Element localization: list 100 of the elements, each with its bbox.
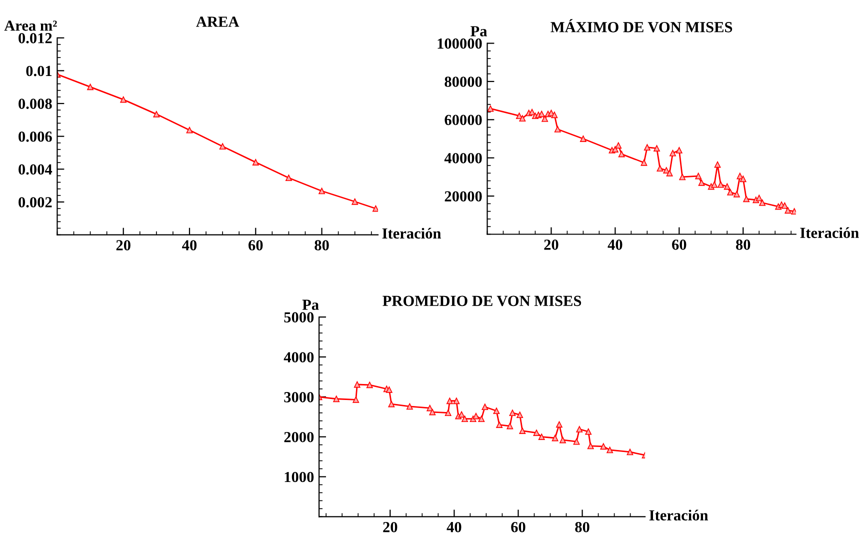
point [538,110,545,118]
point [252,159,259,166]
point [743,196,750,202]
point [426,404,434,412]
y-tick-label: 0.004 [18,164,52,175]
y-tick-label: 80000 [444,76,482,87]
point [756,194,762,202]
point [153,110,160,118]
y-tick-label: 0.006 [18,131,52,142]
point [453,398,460,404]
point [506,422,514,430]
point [478,416,485,422]
point [782,202,788,209]
point [615,142,622,149]
y-tick-label: 1000 [284,472,314,482]
point [618,150,625,158]
point [444,410,452,416]
point [354,381,360,388]
point [740,176,746,182]
point [551,112,558,118]
point [656,165,664,172]
point [784,207,792,214]
point [286,174,292,182]
point [727,189,734,196]
y-tick-label: 40000 [444,153,482,164]
x-tick-label: 40 [446,522,462,532]
point [372,205,378,212]
point [587,442,594,450]
point [606,446,614,454]
point [388,400,395,408]
y-tick-label: 0.01 [26,66,52,76]
point [718,181,724,188]
x-tick-label: 20 [383,522,398,532]
x-axis-title: Iteración [649,510,708,520]
y-tick-label: 20000 [444,191,482,202]
point [352,198,358,205]
x-tick-label: 80 [736,240,750,250]
point [516,112,522,120]
point [429,408,436,416]
point [724,183,730,190]
point [519,115,526,122]
point [626,448,634,456]
y-axis-title: Area m² [4,20,57,31]
point [711,181,718,188]
point [186,126,193,134]
point [87,84,94,90]
chart-title: PROMEDIO DE VON MISES [382,296,582,306]
point [556,421,562,428]
point [542,116,548,122]
y-axis-title: Pa [470,26,488,36]
y-tick-label: 60000 [444,114,482,126]
point [554,126,561,132]
y-axis-title: Pa [302,300,319,310]
point [576,426,583,432]
point [695,172,702,180]
point [560,436,566,444]
x-axis-title: Iteración [382,228,441,239]
y-tick-label: 2000 [284,432,314,442]
point [654,145,660,152]
x-tick-label: 60 [248,240,263,250]
y-tick-label: 0.008 [18,98,52,110]
point [333,396,340,402]
point [406,403,413,410]
point [698,179,705,186]
y-tick-label: 100000 [438,38,482,49]
point [670,150,676,156]
point [612,146,618,152]
chart-title: AREA [196,16,240,27]
point [600,443,607,450]
x-tick-label: 20 [544,240,558,250]
point [352,396,360,403]
point [318,188,325,194]
point [734,190,740,198]
point [509,410,516,416]
point [458,411,465,418]
point [736,172,744,180]
point [644,144,650,151]
point [446,398,453,404]
point [462,416,468,422]
point [666,170,673,176]
y-tick-label: 0.012 [18,33,52,44]
point [714,161,721,168]
x-tick-label: 80 [575,522,590,532]
point [472,412,480,420]
point [516,412,524,418]
point [482,404,488,410]
point [679,174,686,180]
x-tick-label: 40 [182,240,197,250]
point [580,136,586,142]
point [640,159,648,166]
y-tick-label: 5000 [284,312,314,322]
x-tick-label: 60 [672,240,686,250]
x-tick-label: 20 [116,240,130,250]
point [533,430,540,436]
point [496,422,503,428]
point [386,386,392,393]
x-tick-label: 60 [511,522,526,532]
y-tick-label: 0.002 [18,197,52,208]
y-tick-label: 4000 [284,352,314,362]
point [759,200,766,206]
